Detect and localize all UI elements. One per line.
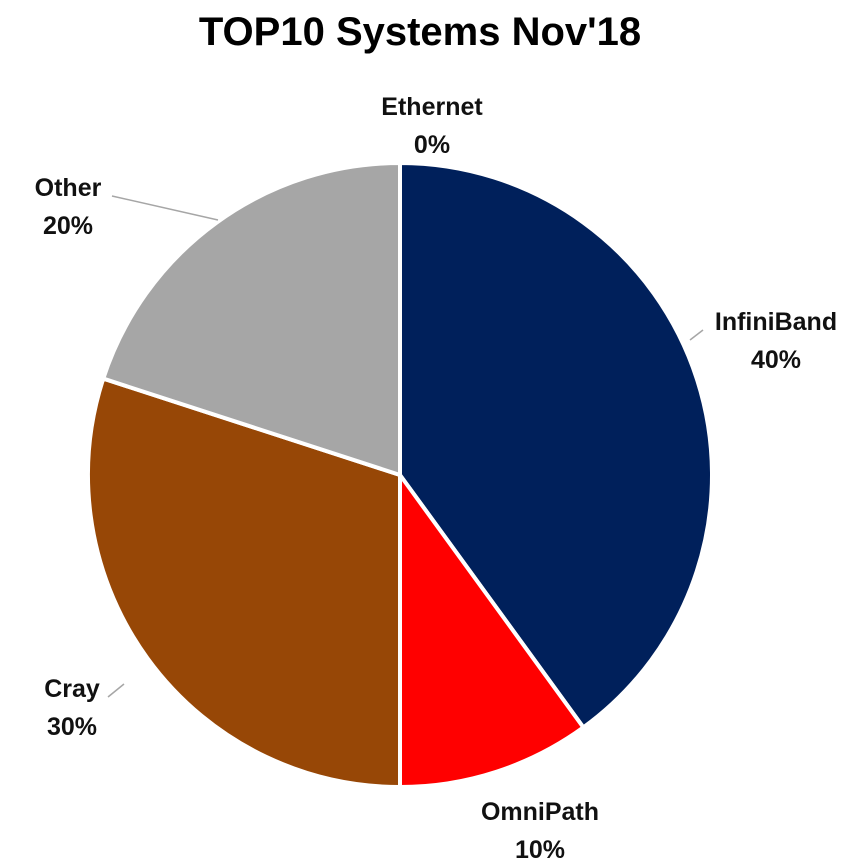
data-label-value-other: 20%: [43, 212, 93, 240]
data-label-value-omnipath: 10%: [515, 836, 565, 864]
data-label-value-ethernet: 0%: [414, 131, 450, 159]
data-label-value-cray: 30%: [47, 713, 97, 741]
data-label-name-cray: Cray: [44, 675, 100, 703]
leader-line-other: [112, 196, 218, 220]
data-label-name-ethernet: Ethernet: [381, 93, 483, 121]
data-label-name-infiniband: InfiniBand: [715, 308, 837, 336]
chart-title: TOP10 Systems Nov'18: [199, 10, 641, 54]
data-label-value-infiniband: 40%: [751, 346, 801, 374]
data-label-name-other: Other: [35, 174, 102, 202]
leader-line-infiniband: [690, 330, 703, 340]
leader-line-cray: [108, 684, 124, 697]
data-label-name-omnipath: OmniPath: [481, 798, 599, 826]
pie-slices: [88, 163, 712, 787]
